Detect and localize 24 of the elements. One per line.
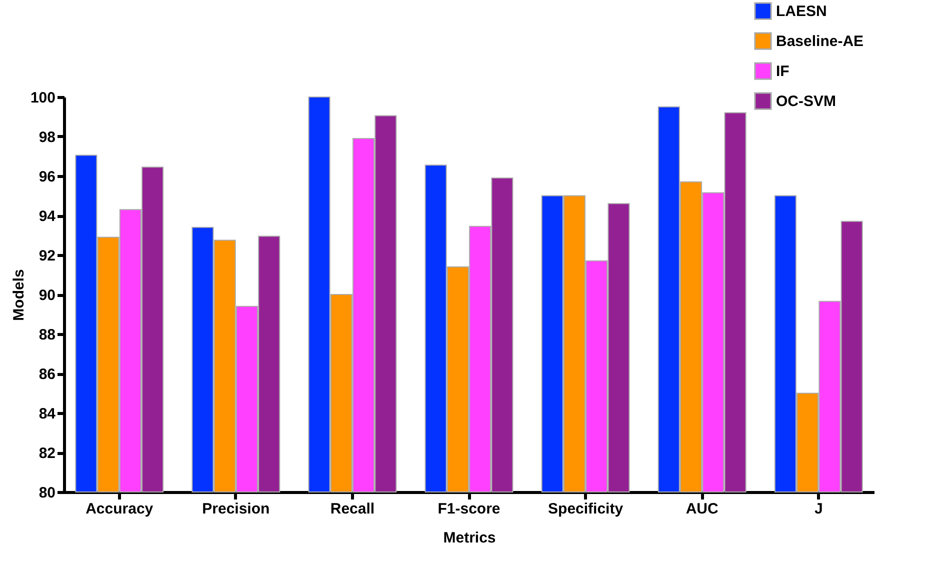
x-tick-label: F1-score: [438, 500, 500, 518]
y-tick-label: 94: [38, 208, 56, 225]
x-tick-label: AUC: [686, 500, 719, 518]
y-tick-label: 80: [38, 484, 56, 502]
legend-label: Baseline-AE: [776, 33, 864, 50]
x-tick-label: Precision: [202, 500, 270, 518]
y-tick-label: 92: [38, 248, 56, 264]
legend-label: LAESN: [776, 3, 827, 20]
legend-label: IF: [776, 63, 790, 80]
y-axis-title: Models: [10, 269, 28, 321]
y-tick-label: 88: [38, 326, 56, 344]
x-axis-title: Metrics: [443, 530, 496, 546]
y-tick-label: 90: [38, 287, 56, 304]
y-tick-label: 96: [38, 168, 56, 186]
legend-label: OC-SVM: [776, 93, 836, 110]
y-tick-label: 100: [30, 90, 56, 106]
y-tick-label: 98: [38, 129, 56, 146]
x-tick-label: Recall: [330, 500, 375, 518]
x-tick-label: J: [814, 500, 823, 518]
x-tick-label: Specificity: [548, 500, 624, 518]
x-tick-label: Accuracy: [86, 500, 154, 518]
y-tick-label: 86: [38, 366, 56, 383]
y-tick-label: 82: [38, 445, 56, 462]
y-tick-label: 84: [38, 406, 56, 422]
